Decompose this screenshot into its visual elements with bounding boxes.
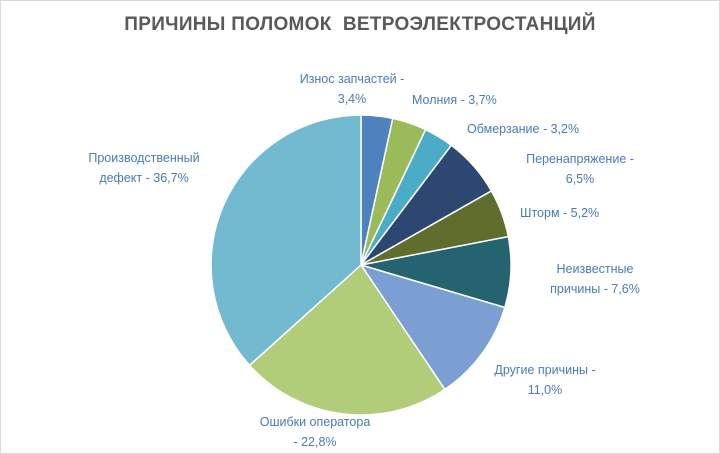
pie-slices <box>210 114 512 416</box>
slice-data-label: Молния - 3,7% <box>412 93 497 107</box>
slice-data-label-line: Шторм - 5,2% <box>520 206 599 220</box>
slice-data-label: Перенапряжение - 6,5% <box>526 152 634 186</box>
slice-data-label-line: Перенапряжение - <box>526 152 634 166</box>
slice-data-label-line: - 22,8% <box>293 435 336 449</box>
slice-data-label: Ошибки оператора - 22,8% <box>260 415 371 449</box>
slice-data-label-line: Ошибки оператора <box>260 415 371 429</box>
slice-data-label-line: 3,4% <box>338 92 367 106</box>
slice-data-label-line: 6,5% <box>566 172 595 186</box>
slice-data-label-line: Неизвестные <box>557 262 634 276</box>
slice-data-label-line: Молния - 3,7% <box>412 93 497 107</box>
pie-slice <box>210 114 362 367</box>
slice-data-label-line: Обмерзание - 3,2% <box>467 122 579 136</box>
slice-data-label-line: Другие причины - <box>494 363 595 377</box>
pie-slice <box>248 263 446 416</box>
slice-data-label: Износ запчастей - 3,4% <box>300 72 405 106</box>
slice-data-label: Неизвестные причины - 7,6% <box>550 262 640 296</box>
slice-data-label: Обмерзание - 3,2% <box>467 122 579 136</box>
slice-data-label-line: Производственный <box>88 151 199 165</box>
slice-data-label: Производственный дефект - 36,7% <box>88 151 199 185</box>
data-labels: Износ запчастей - 3,4% Молния - 3,7% Обмерз… <box>88 72 639 449</box>
slice-data-label: Другие причины - 11,0% <box>494 363 595 397</box>
slice-data-label-line: Износ запчастей - <box>300 72 405 86</box>
chart-title: ПРИЧИНЫ ПОЛОМОК ВЕТРОЭЛЕКТРОСТАНЦИЙ <box>124 14 596 35</box>
slice-data-label-line: причины - 7,6% <box>550 282 640 296</box>
slice-data-label: Шторм - 5,2% <box>520 206 599 220</box>
slice-data-label-line: дефект - 36,7% <box>99 171 188 185</box>
slice-data-label-line: 11,0% <box>528 383 563 397</box>
pie-slice <box>359 263 506 391</box>
